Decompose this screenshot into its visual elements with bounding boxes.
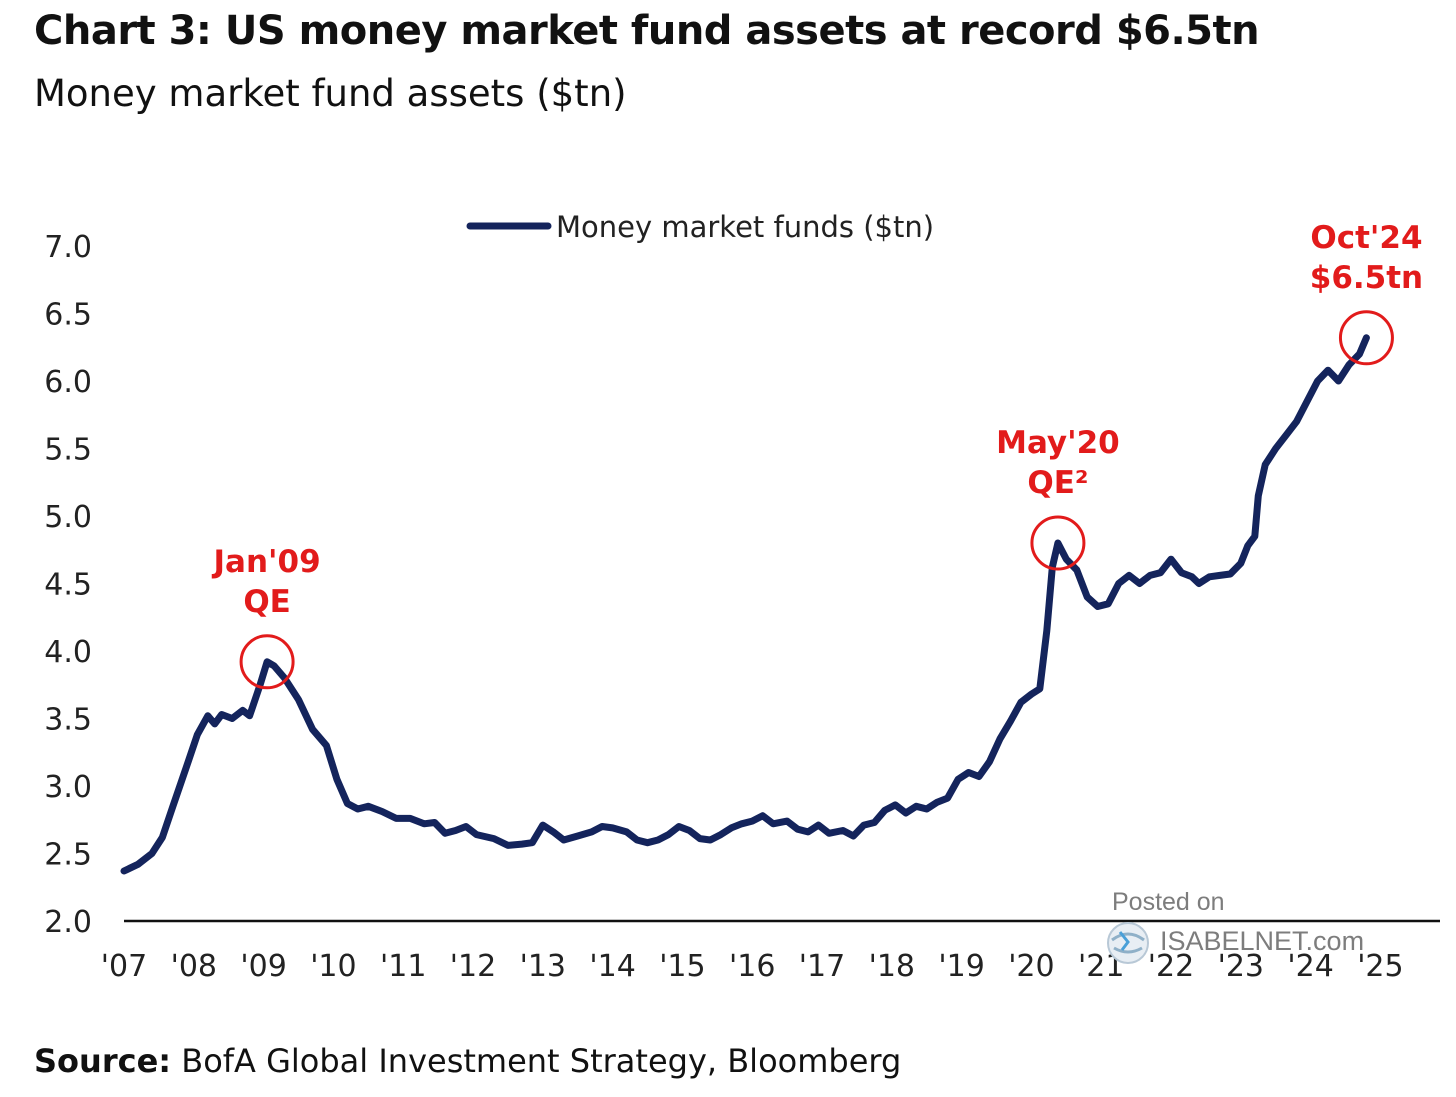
annotation-label: QE² [1027, 465, 1088, 501]
y-tick-label: 4.5 [44, 568, 92, 603]
y-tick-label: 5.0 [44, 500, 92, 535]
y-tick-label: 2.0 [44, 905, 92, 940]
x-tick-label: '14 [589, 949, 635, 984]
x-axis-ticks: '07 '08 '09 '10 '11 '12 '13 '14 '15 '16 '17 '18 '19 '… [101, 949, 1404, 984]
annotation-label: $6.5tn [1310, 260, 1423, 296]
legend-label: Money market funds ($tn) [556, 210, 934, 244]
annotation-circle [1338, 310, 1394, 366]
y-tick-label: 7.0 [44, 230, 92, 265]
chart-subtitle: Money market fund assets ($tn) [34, 72, 627, 115]
y-tick-label: 5.5 [44, 433, 92, 468]
line-chart: 2.0 2.5 3.0 3.5 4.0 4.5 5.0 5.5 6.0 6.5 7.0 '07 '08… [44, 210, 1440, 984]
y-tick-label: 3.0 [44, 770, 92, 805]
chart-title: Chart 3: US money market fund assets at … [34, 8, 1260, 54]
x-tick-label: '24 [1287, 949, 1333, 984]
annotations: Jan'09 QE May'20 QE² Oct'24 $6.5tn [212, 220, 1423, 690]
x-tick-label: '09 [240, 949, 286, 984]
y-tick-label: 6.5 [44, 298, 92, 333]
x-tick-label: '19 [938, 949, 984, 984]
watermark-globe-icon [1107, 922, 1149, 964]
x-tick-label: '12 [450, 949, 496, 984]
source-label: Source: [34, 1042, 172, 1080]
watermark-site: ISABELNET.com [1160, 926, 1364, 956]
x-tick-label: '23 [1218, 949, 1264, 984]
source-text: BofA Global Investment Strategy, Bloombe… [171, 1042, 902, 1080]
legend: Money market funds ($tn) [466, 210, 934, 244]
annotation-circle [239, 634, 295, 690]
x-tick-label: '16 [729, 949, 775, 984]
annotation-circle [1030, 515, 1086, 571]
x-tick-label: '20 [1008, 949, 1054, 984]
x-tick-label: '10 [310, 949, 356, 984]
y-tick-label: 2.5 [44, 838, 92, 873]
x-tick-label: '25 [1357, 949, 1403, 984]
y-tick-label: 6.0 [44, 365, 92, 400]
annotation-label: Jan'09 [212, 544, 321, 580]
x-tick-label: '13 [520, 949, 566, 984]
source-note: Source: BofA Global Investment Strategy,… [34, 1042, 901, 1080]
annotation-label: QE [243, 584, 291, 620]
annotation-label: Oct'24 [1310, 220, 1422, 256]
watermark-posted-on: Posted on [1112, 888, 1225, 916]
x-tick-label: '22 [1148, 949, 1194, 984]
y-tick-label: 3.5 [44, 703, 92, 738]
annotation-label: May'20 [996, 425, 1120, 461]
x-tick-label: '07 [101, 949, 147, 984]
y-axis-ticks: 2.0 2.5 3.0 3.5 4.0 4.5 5.0 5.5 6.0 6.5 7.0 [44, 230, 92, 940]
y-tick-label: 4.0 [44, 635, 92, 670]
x-tick-label: '17 [799, 949, 845, 984]
x-tick-label: '15 [659, 949, 705, 984]
x-tick-label: '08 [171, 949, 217, 984]
x-tick-label: '11 [380, 949, 426, 984]
watermark: Posted on ISABELNET.com [1107, 888, 1364, 964]
x-tick-label: '18 [869, 949, 915, 984]
series-line-money-market-funds [120, 334, 1370, 875]
